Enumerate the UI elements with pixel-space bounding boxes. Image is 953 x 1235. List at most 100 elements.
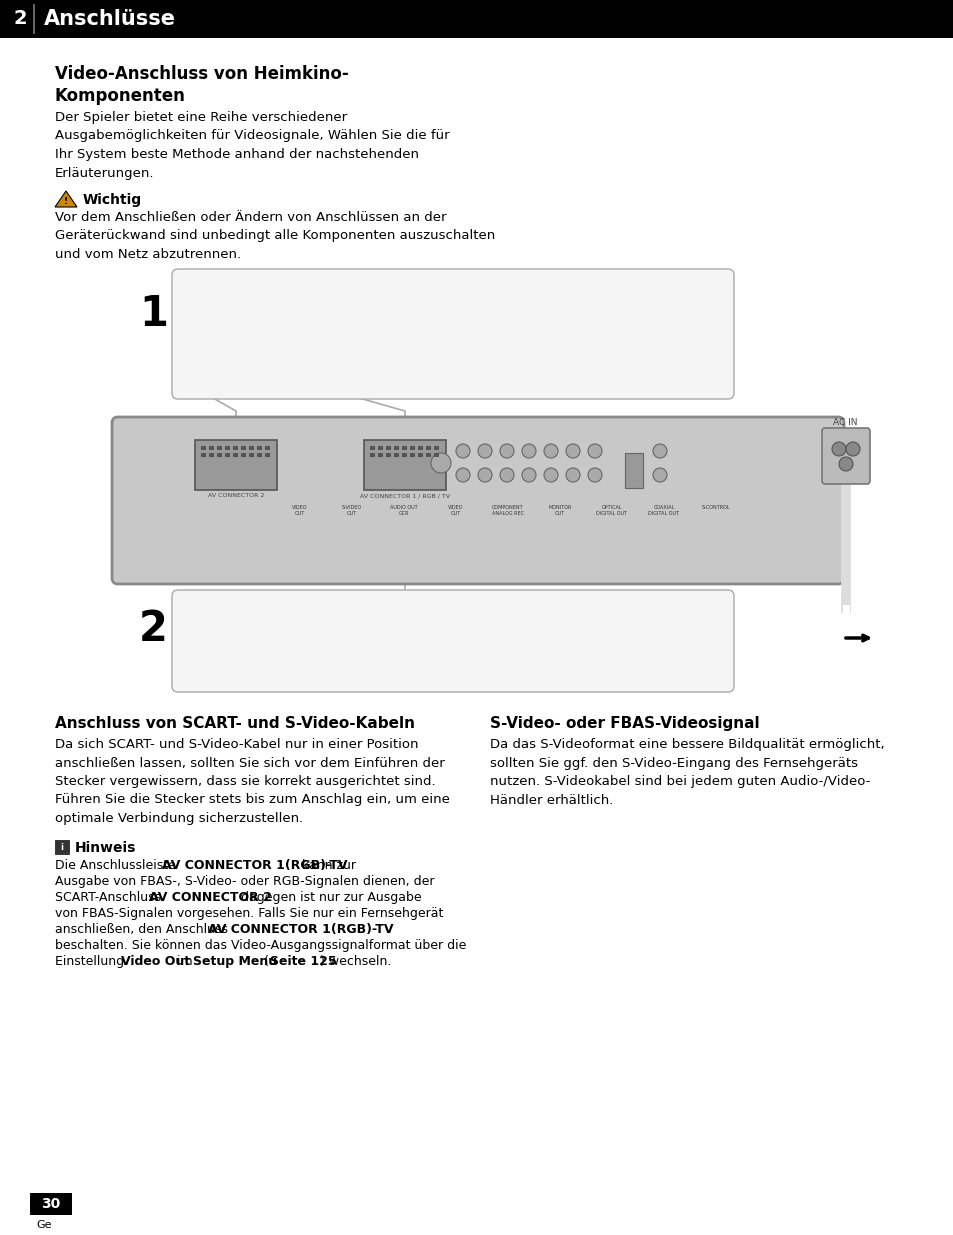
Circle shape xyxy=(587,445,601,458)
Text: AV CONNECTOR 1 / RGB / TV: AV CONNECTOR 1 / RGB / TV xyxy=(359,493,450,498)
Text: S-VIDEO: S-VIDEO xyxy=(454,624,510,637)
Text: AV CONNECTOR 2: AV CONNECTOR 2 xyxy=(274,321,396,333)
Bar xyxy=(417,446,422,450)
Text: oder: oder xyxy=(423,624,460,637)
Circle shape xyxy=(477,468,492,482)
Text: Seite 125: Seite 125 xyxy=(270,955,336,968)
Text: Hinweis: Hinweis xyxy=(75,841,136,855)
Text: S-CONTROL: S-CONTROL xyxy=(701,505,730,510)
Text: Einstellung: Einstellung xyxy=(55,955,128,968)
Text: 30: 30 xyxy=(41,1197,61,1212)
Bar xyxy=(216,446,222,450)
Bar xyxy=(249,453,253,457)
Circle shape xyxy=(477,445,492,458)
Circle shape xyxy=(499,468,514,482)
Text: kann zur: kann zur xyxy=(294,860,355,872)
Circle shape xyxy=(521,445,536,458)
Circle shape xyxy=(456,468,470,482)
Bar xyxy=(370,446,375,450)
Text: S-Video- oder FBAS-Videosignal: S-Video- oder FBAS-Videosignal xyxy=(490,716,759,731)
Text: Ge: Ge xyxy=(36,1220,51,1230)
Text: Falls Ihr Fernsehgerät über einen SCART-Eingang verfügt,: Falls Ihr Fernsehgerät über einen SCART-… xyxy=(192,285,550,298)
Bar xyxy=(265,453,270,457)
Bar xyxy=(426,446,431,450)
Bar xyxy=(410,446,415,450)
Text: Der Spieler bietet eine Reihe verschiedener
Ausgabemöglichkeiten für Videosignal: Der Spieler bietet eine Reihe verschiede… xyxy=(55,111,449,179)
Text: Setup Menu: Setup Menu xyxy=(193,955,276,968)
Text: Anschluss von SCART- und S-Video-Kabeln: Anschluss von SCART- und S-Video-Kabeln xyxy=(55,716,415,731)
Text: sollten Sie ihn direkt mit dem Ausgang: sollten Sie ihn direkt mit dem Ausgang xyxy=(192,303,438,316)
FancyBboxPatch shape xyxy=(194,440,276,490)
FancyBboxPatch shape xyxy=(172,269,733,399)
Text: MONITOR
OUT: MONITOR OUT xyxy=(548,505,571,516)
Bar xyxy=(256,446,262,450)
Bar xyxy=(209,453,213,457)
Text: an das: an das xyxy=(497,624,543,637)
Bar xyxy=(0,0,953,38)
Text: Fernsehgerät oder einen AV-Receiver an.: Fernsehgerät oder einen AV-Receiver an. xyxy=(192,642,448,655)
Text: Da sich SCART- und S-Video-Kabel nur in einer Position
anschließen lassen, sollt: Da sich SCART- und S-Video-Kabel nur in … xyxy=(55,739,450,825)
Bar xyxy=(386,453,391,457)
Text: OPTICAL
DIGITAL OUT: OPTICAL DIGITAL OUT xyxy=(596,505,627,516)
Bar xyxy=(394,453,398,457)
Bar xyxy=(241,453,246,457)
Bar xyxy=(426,453,431,457)
Bar xyxy=(55,840,69,853)
Bar xyxy=(241,446,246,450)
Circle shape xyxy=(652,468,666,482)
Text: ) wechseln.: ) wechseln. xyxy=(319,955,391,968)
Text: 2: 2 xyxy=(13,10,27,28)
Circle shape xyxy=(521,468,536,482)
Text: 2: 2 xyxy=(139,608,168,650)
FancyBboxPatch shape xyxy=(172,590,733,692)
Text: VIDEO
OUT: VIDEO OUT xyxy=(448,505,463,516)
Text: S-VIDEO
OUT: S-VIDEO OUT xyxy=(341,505,362,516)
FancyBboxPatch shape xyxy=(821,429,869,484)
Bar xyxy=(233,453,237,457)
Text: Steht kein SCART-Eingang zur Verfügung, schließen Sie diesen: Steht kein SCART-Eingang zur Verfügung, … xyxy=(192,606,582,619)
Circle shape xyxy=(543,445,558,458)
Text: Da das S-Videoformat eine bessere Bildqualität ermöglicht,
sollten Sie ggf. den : Da das S-Videoformat eine bessere Bildqu… xyxy=(490,739,883,806)
Text: SCART-Anschluss: SCART-Anschluss xyxy=(55,890,165,904)
Circle shape xyxy=(652,445,666,458)
Text: AV CONNECTOR 1(RGB)-TV: AV CONNECTOR 1(RGB)-TV xyxy=(208,923,393,936)
Text: COAXIAL
DIGITAL OUT: COAXIAL DIGITAL OUT xyxy=(648,505,679,516)
Text: Vor dem Anschließen oder Ändern von Anschlüssen an der
Geräterückwand sind unbed: Vor dem Anschließen oder Ändern von Ansc… xyxy=(55,211,495,261)
Text: Video-Anschluss von Heimkino-: Video-Anschluss von Heimkino- xyxy=(55,65,349,83)
Text: Player am besten über die Buchsen: Player am besten über die Buchsen xyxy=(192,624,418,637)
Text: VIDEO
OUT: VIDEO OUT xyxy=(292,505,308,516)
Circle shape xyxy=(845,442,859,456)
Text: beschalten. Sie können das Video-Ausgangssignalformat über die: beschalten. Sie können das Video-Ausgang… xyxy=(55,939,466,952)
Text: VIDEO: VIDEO xyxy=(389,624,432,637)
Circle shape xyxy=(565,468,579,482)
Text: an diesem Spieler: an diesem Spieler xyxy=(367,321,487,333)
Bar xyxy=(394,446,398,450)
Bar xyxy=(434,453,438,457)
Text: AV CONNECTOR 1(RGB)-TV: AV CONNECTOR 1(RGB)-TV xyxy=(162,860,347,872)
Bar xyxy=(401,446,407,450)
Bar xyxy=(233,446,237,450)
Text: AV CONNECTOR: AV CONNECTOR xyxy=(410,303,519,316)
Text: von FBAS-Signalen vorgesehen. Falls Sie nur ein Fernsehgerät: von FBAS-Signalen vorgesehen. Falls Sie … xyxy=(55,906,443,920)
Text: oder: oder xyxy=(247,321,279,333)
Circle shape xyxy=(838,457,852,471)
Bar xyxy=(201,446,206,450)
Text: AUDIO OUT
GCR: AUDIO OUT GCR xyxy=(390,505,417,516)
Text: COMPONENT
ANALOG REC: COMPONENT ANALOG REC xyxy=(492,505,523,516)
Bar xyxy=(417,453,422,457)
Bar xyxy=(410,453,415,457)
Text: (: ( xyxy=(260,955,269,968)
Text: AV CONNECTOR 2: AV CONNECTOR 2 xyxy=(208,493,264,498)
Text: AC IN: AC IN xyxy=(832,417,857,427)
Bar xyxy=(201,453,206,457)
Text: Ausgabe von FBAS-, S-Video- oder RGB-Signalen dienen, der: Ausgabe von FBAS-, S-Video- oder RGB-Sig… xyxy=(55,876,434,888)
FancyBboxPatch shape xyxy=(364,440,446,490)
Bar xyxy=(377,453,382,457)
Circle shape xyxy=(587,468,601,482)
Bar xyxy=(624,453,642,488)
Text: Die Anschlussleiste: Die Anschlussleiste xyxy=(55,860,180,872)
Bar xyxy=(377,446,382,450)
Text: i: i xyxy=(60,842,64,851)
Bar xyxy=(265,446,270,450)
Circle shape xyxy=(431,453,451,473)
